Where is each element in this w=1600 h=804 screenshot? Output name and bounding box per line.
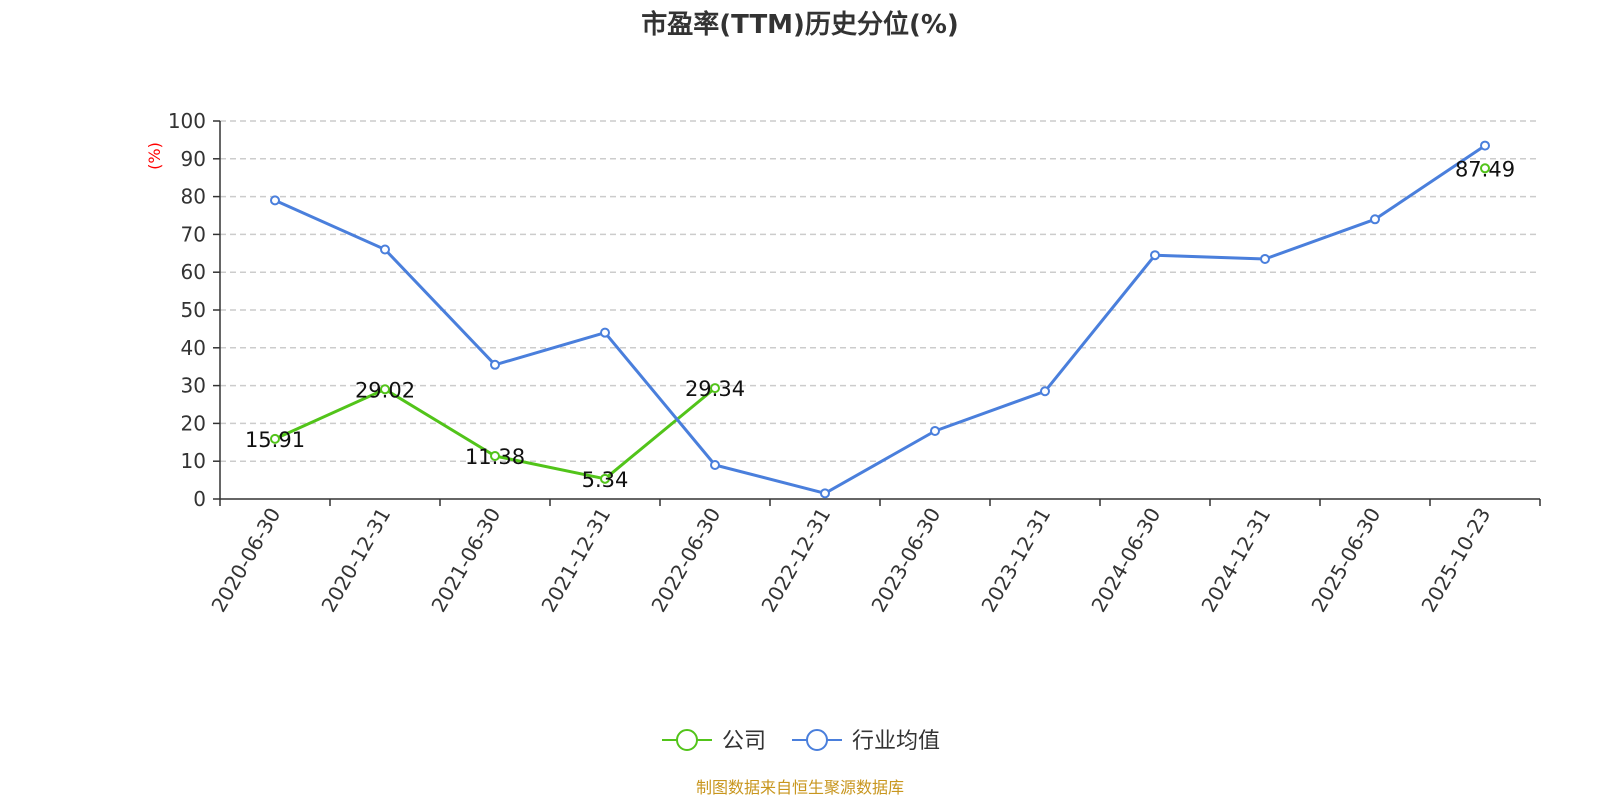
legend-item-industry-average[interactable]: 行业均值 [792, 729, 940, 754]
data-point [710, 383, 720, 394]
data-point [380, 244, 390, 255]
series-line-1 [274, 144, 1486, 495]
x-tick-label: 2023-06-30 [866, 504, 945, 617]
data-point [270, 195, 280, 206]
axes: 0 10 20 30 40 50 60 70 80 90 100 2020-06-30 2020-12-… [168, 109, 1541, 617]
y-tick-label: 100 [168, 109, 206, 133]
legend-industry-marker [806, 729, 828, 751]
x-tick-label: 2025-06-30 [1306, 504, 1385, 617]
data-label: 29.02 [355, 378, 415, 402]
y-tick-label: 40 [181, 336, 206, 360]
data-point [600, 473, 610, 484]
data-label: 5.34 [582, 468, 629, 492]
data-labels: 15.91 29.02 11.38 5.34 29.34 87.49 [245, 157, 1515, 492]
y-tick-label: 0 [193, 487, 206, 511]
x-tick-label: 2025-10-23 [1416, 504, 1495, 617]
y-tick-label: 90 [181, 147, 206, 171]
x-tick-label: 2021-12-31 [536, 504, 615, 617]
data-point [1260, 253, 1270, 264]
data-point [820, 488, 830, 499]
data-point [930, 425, 940, 436]
y-tick-label: 50 [181, 298, 206, 322]
chart-title: 市盈率(TTM)历史分位(%) [641, 9, 959, 40]
y-tick-label: 10 [181, 449, 206, 473]
y-tick-label: 60 [181, 260, 206, 284]
y-tick-label: 20 [181, 411, 206, 435]
x-tick-label: 2022-12-31 [756, 504, 835, 617]
series-lines [270, 140, 1490, 499]
data-point [490, 359, 500, 370]
x-tick-label: 2024-06-30 [1086, 504, 1165, 617]
data-label: 87.49 [1455, 157, 1515, 181]
source-note: 制图数据来自恒生聚源数据库 [696, 778, 904, 797]
y-axis-label: (%) [145, 142, 164, 170]
data-point [270, 433, 280, 444]
legend: 公司 行业均值 [662, 729, 940, 754]
data-point [490, 450, 500, 461]
x-tick-label: 2021-06-30 [426, 504, 505, 617]
data-point [710, 459, 720, 470]
legend-item-company[interactable]: 公司 [662, 729, 766, 754]
data-point [1040, 386, 1050, 397]
data-point [380, 384, 390, 395]
y-tick-label: 80 [181, 185, 206, 209]
legend-company-marker [676, 729, 698, 751]
x-tick-label: 2023-12-31 [976, 504, 1055, 617]
legend-company-label: 公司 [722, 729, 766, 754]
x-tick-label: 2020-06-30 [206, 504, 285, 617]
data-point [1480, 140, 1490, 151]
data-point [600, 327, 610, 338]
y-tick-label: 70 [181, 222, 206, 246]
data-label: 11.38 [465, 445, 525, 469]
data-point [1150, 250, 1160, 261]
x-tick-label: 2020-12-31 [316, 504, 395, 617]
y-tick-label: 30 [181, 374, 206, 398]
data-point [1370, 214, 1380, 225]
legend-industry-label: 行业均值 [852, 729, 940, 754]
data-point [1480, 163, 1490, 174]
x-tick-label: 2022-06-30 [646, 504, 725, 617]
data-label: 29.34 [685, 377, 745, 401]
x-tick-label: 2024-12-31 [1196, 504, 1275, 617]
data-label: 15.91 [245, 428, 305, 452]
